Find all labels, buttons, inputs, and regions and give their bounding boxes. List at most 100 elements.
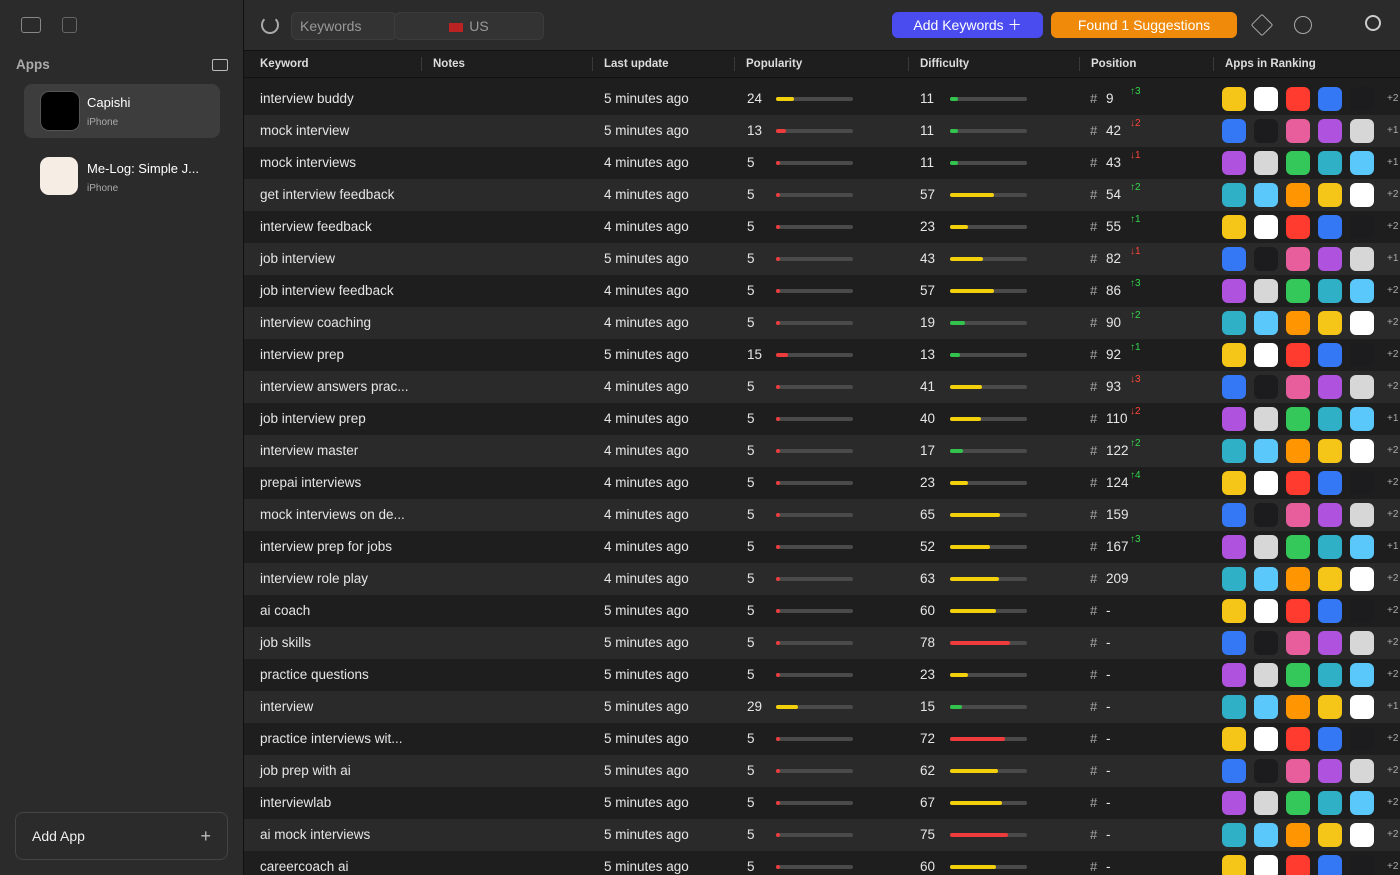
app-icon[interactable] (1318, 247, 1342, 271)
app-icon[interactable] (1222, 567, 1246, 591)
table-row[interactable]: mock interviews 4 minutes ago 5 11 #43 ↓1 +1 (244, 147, 1400, 179)
table-row[interactable]: interview master 4 minutes ago 5 17 #122 ↑2 +2 (244, 435, 1400, 467)
app-icon[interactable] (1254, 695, 1278, 719)
app-icon[interactable] (1222, 439, 1246, 463)
table-row[interactable]: job interview 5 minutes ago 5 43 #82 ↓1 +1 (244, 243, 1400, 275)
table-row[interactable]: interview answers prac... 4 minutes ago 5 4… (244, 371, 1400, 403)
app-icon[interactable] (1286, 695, 1310, 719)
app-icon[interactable] (1254, 151, 1278, 175)
app-icon[interactable] (1350, 183, 1374, 207)
app-icon[interactable] (1286, 471, 1310, 495)
app-icon[interactable] (1254, 215, 1278, 239)
app-icon[interactable] (1318, 119, 1342, 143)
app-icon[interactable] (1286, 759, 1310, 783)
app-icon[interactable] (1350, 823, 1374, 847)
app-item[interactable]: Capishi iPhone (24, 84, 220, 138)
mode-select[interactable]: Keywords (291, 12, 397, 40)
app-icon[interactable] (1222, 151, 1246, 175)
app-icon[interactable] (1222, 87, 1246, 111)
app-icon[interactable] (1286, 599, 1310, 623)
app-icon[interactable] (1350, 343, 1374, 367)
app-icon[interactable] (1318, 535, 1342, 559)
table-row[interactable]: job interview feedback 4 minutes ago 5 57 #8… (244, 275, 1400, 307)
app-icon[interactable] (1254, 567, 1278, 591)
app-icon[interactable] (1222, 375, 1246, 399)
app-icon[interactable] (1222, 343, 1246, 367)
app-icon[interactable] (1254, 119, 1278, 143)
app-icon[interactable] (1318, 503, 1342, 527)
app-icon[interactable] (1318, 343, 1342, 367)
app-icon[interactable] (1254, 87, 1278, 111)
app-icon[interactable] (1254, 791, 1278, 815)
app-icon[interactable] (1318, 311, 1342, 335)
app-icon[interactable] (1254, 503, 1278, 527)
app-icon[interactable] (1286, 87, 1310, 111)
app-icon[interactable] (1350, 87, 1374, 111)
app-icon[interactable] (1350, 759, 1374, 783)
app-icon[interactable] (1222, 695, 1246, 719)
app-icon[interactable] (1318, 823, 1342, 847)
new-folder[interactable] (212, 59, 228, 71)
app-icon[interactable] (1286, 439, 1310, 463)
app-icon[interactable] (1350, 119, 1374, 143)
app-icon[interactable] (1350, 599, 1374, 623)
app-icon[interactable] (1350, 215, 1374, 239)
app-icon[interactable] (1318, 279, 1342, 303)
table-row[interactable]: mock interview 5 minutes ago 13 11 #42 ↓2 +1 (244, 115, 1400, 147)
app-icon[interactable] (1222, 503, 1246, 527)
app-icon[interactable] (1222, 631, 1246, 655)
refresh[interactable] (261, 16, 279, 34)
app-icon[interactable] (1286, 535, 1310, 559)
app-icon[interactable] (1286, 727, 1310, 751)
app-icon[interactable] (1222, 247, 1246, 271)
app-icon[interactable] (1318, 151, 1342, 175)
app-icon[interactable] (1350, 727, 1374, 751)
app-icon[interactable] (1286, 151, 1310, 175)
app-icon[interactable] (1318, 215, 1342, 239)
app-icon[interactable] (1350, 567, 1374, 591)
app-icon[interactable] (1318, 407, 1342, 431)
table-row[interactable]: ai mock interviews 5 minutes ago 5 75 # - +2 (244, 819, 1400, 851)
table-row[interactable]: interview feedback 4 minutes ago 5 23 #55 ↑1 +… (244, 211, 1400, 243)
app-icon[interactable] (1350, 855, 1374, 875)
table-row[interactable]: practice interviews wit... 5 minutes ago 5… (244, 723, 1400, 755)
app-icon[interactable] (1286, 855, 1310, 875)
app-icon[interactable] (1350, 279, 1374, 303)
app-icon[interactable] (1254, 727, 1278, 751)
app-icon[interactable] (1222, 855, 1246, 875)
app-icon[interactable] (1222, 407, 1246, 431)
table-row[interactable]: interview 5 minutes ago 29 15 # - +1 (244, 691, 1400, 723)
app-icon[interactable] (1254, 631, 1278, 655)
app-icon[interactable] (1350, 535, 1374, 559)
column-header[interactable]: Apps in Ranking (1225, 58, 1316, 70)
app-icon[interactable] (1350, 695, 1374, 719)
app-icon[interactable] (1286, 247, 1310, 271)
app-icon[interactable] (1350, 407, 1374, 431)
app-icon[interactable] (1318, 439, 1342, 463)
table-row[interactable]: ai coach 5 minutes ago 5 60 # - +2 (244, 595, 1400, 627)
app-icon[interactable] (1286, 407, 1310, 431)
sidebar-toggle[interactable] (21, 17, 41, 33)
app-icon[interactable] (1222, 471, 1246, 495)
app-icon[interactable] (1286, 631, 1310, 655)
app-icon[interactable] (1318, 567, 1342, 591)
table-row[interactable]: interview prep for jobs 4 minutes ago 5 52 #… (244, 531, 1400, 563)
app-icon[interactable] (1254, 759, 1278, 783)
column-header[interactable]: Last update (604, 58, 669, 70)
column-header[interactable]: Popularity (746, 58, 803, 70)
column-header[interactable]: Notes (433, 58, 465, 70)
app-icon[interactable] (1350, 439, 1374, 463)
more-menu[interactable] (1294, 16, 1312, 34)
app-icon[interactable] (1318, 695, 1342, 719)
column-header[interactable]: Position (1091, 58, 1137, 70)
app-icon[interactable] (1350, 791, 1374, 815)
app-icon[interactable] (1286, 279, 1310, 303)
app-icon[interactable] (1222, 279, 1246, 303)
app-icon[interactable] (1222, 215, 1246, 239)
table-row[interactable]: interview buddy 5 minutes ago 24 11 #9 ↑3 +2 (244, 83, 1400, 115)
app-icon[interactable] (1222, 727, 1246, 751)
app-icon[interactable] (1286, 791, 1310, 815)
table-row[interactable]: get interview feedback 4 minutes ago 5 57 #5… (244, 179, 1400, 211)
app-icon[interactable] (1222, 535, 1246, 559)
app-icon[interactable] (1222, 183, 1246, 207)
